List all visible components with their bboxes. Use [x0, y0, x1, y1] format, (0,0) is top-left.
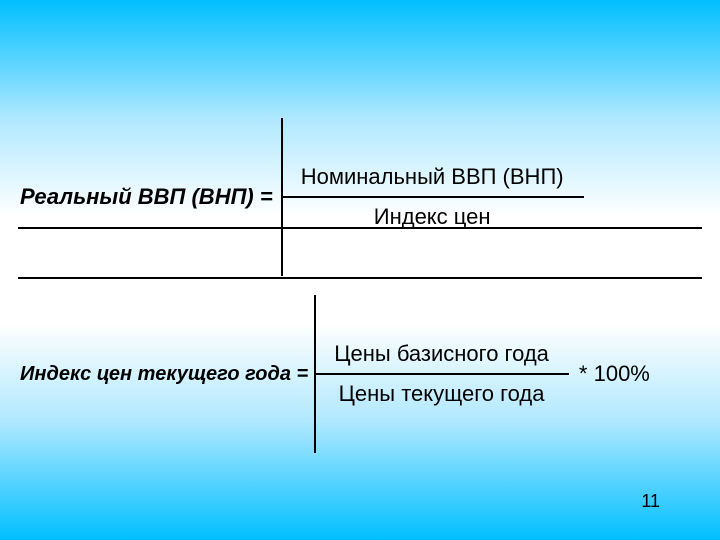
horizontal-line-1 [18, 227, 702, 229]
formula2-fraction: Цены базисного года Цены текущего года [314, 335, 569, 413]
fraction-left-border [314, 295, 316, 453]
formula2-numerator: Цены базисного года [314, 335, 569, 373]
formula1-fraction: Номинальный ВВП (ВНП) Индекс цен [281, 158, 584, 236]
formula1-denominator: Индекс цен [281, 198, 584, 236]
formula1-lhs: Реальный ВВП (ВНП) = [0, 184, 281, 210]
formula2-denominator: Цены текущего года [314, 375, 569, 413]
formula2-lhs: Индекс цен текущего года = [0, 363, 314, 386]
formula1-numerator: Номинальный ВВП (ВНП) [281, 158, 584, 196]
fraction-left-border [281, 118, 283, 276]
page-number: 11 [641, 491, 660, 512]
formula-real-gdp: Реальный ВВП (ВНП) = Номинальный ВВП (ВН… [0, 158, 720, 236]
horizontal-line-2 [18, 277, 702, 279]
formula2-suffix: * 100% [569, 361, 650, 387]
formula-price-index: Индекс цен текущего года = Цены базисног… [0, 335, 720, 413]
